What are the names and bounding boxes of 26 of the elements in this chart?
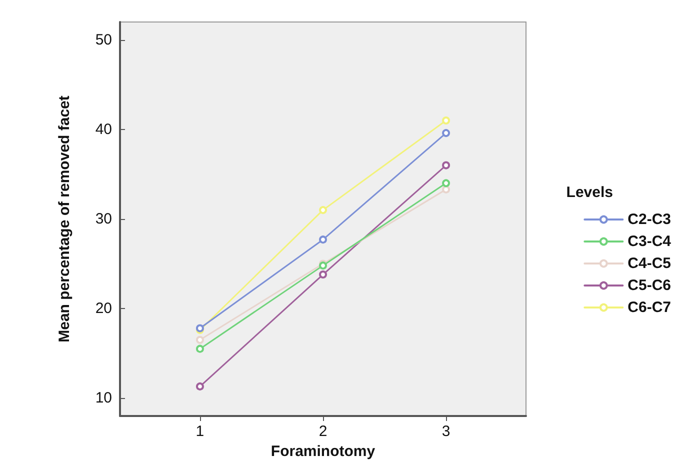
- point: [196, 336, 204, 344]
- x-tick-label: 1: [196, 423, 204, 440]
- y-axis-title: Mean percentage of removed facet: [56, 96, 73, 342]
- x-tick-label: 3: [442, 423, 450, 440]
- y-tick-label: 10: [95, 390, 112, 407]
- point: [319, 270, 327, 279]
- x-tick-label: 2: [318, 423, 328, 440]
- point: [442, 116, 450, 124]
- legend-label: C6-C7: [628, 299, 672, 316]
- point: [196, 344, 204, 353]
- legend-label: C3-C4: [628, 233, 672, 250]
- point: [319, 236, 327, 244]
- y-tick-label: 30: [95, 210, 112, 228]
- legend-title: Levels: [566, 184, 614, 201]
- legend-label: C2-C3: [628, 211, 672, 228]
- y-tick-label: 40: [95, 120, 112, 138]
- legend-label: C4-C5: [628, 255, 672, 272]
- x-axis-title: Foraminotomy: [270, 443, 376, 460]
- y-tick-label: 50: [95, 31, 112, 48]
- point: [442, 161, 450, 170]
- point: [442, 129, 450, 138]
- legend-label: C5-C6: [628, 277, 672, 294]
- point: [196, 382, 204, 390]
- point: [319, 206, 327, 214]
- y-tick-label: 20: [95, 300, 112, 318]
- point: [442, 179, 450, 188]
